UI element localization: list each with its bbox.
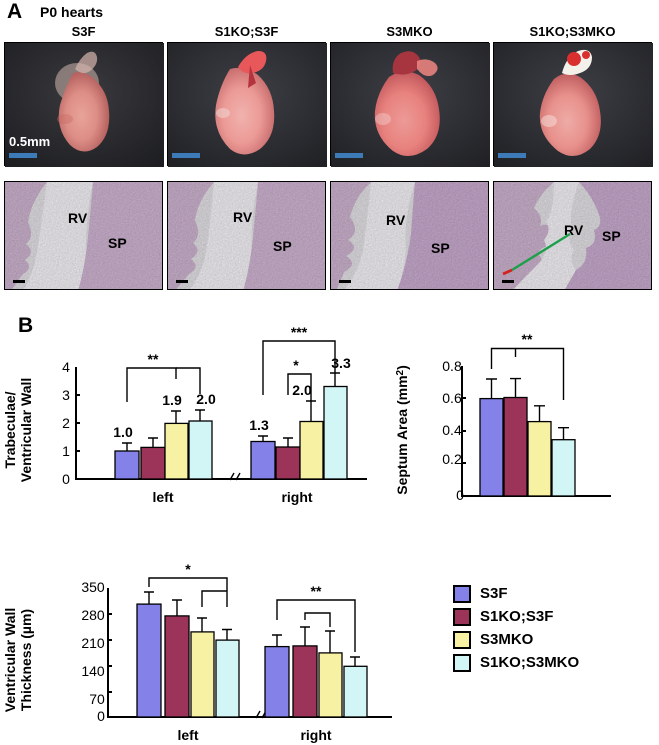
svg-text:Ventricular Wall: Ventricular Wall [2,608,18,713]
svg-text:0.4: 0.4 [442,422,462,438]
svg-text:1.0: 1.0 [113,424,133,440]
svg-text:3: 3 [62,387,70,403]
svg-text:*: * [293,357,299,373]
svg-text:1.3: 1.3 [249,417,269,433]
svg-text:70: 70 [89,691,105,707]
svg-text:4: 4 [62,359,70,375]
svg-text:left: left [178,727,199,743]
svg-text:**: ** [522,331,533,347]
svg-text:210: 210 [81,635,105,651]
svg-text:0.8: 0.8 [442,358,462,374]
svg-text:0: 0 [62,471,70,487]
svg-text:*: * [185,561,191,577]
svg-text:1: 1 [62,443,70,459]
svg-text:3.3: 3.3 [331,355,351,371]
svg-text:***: *** [291,324,308,340]
svg-text:Trabeculae/: Trabeculae/ [2,391,18,468]
svg-text:left: left [153,489,174,505]
svg-text:2.0: 2.0 [292,382,312,398]
svg-text:2: 2 [62,415,70,431]
svg-text:1.9: 1.9 [162,392,182,408]
svg-text:140: 140 [81,663,105,679]
svg-text:**: ** [311,583,322,599]
svg-text:350: 350 [81,579,105,595]
svg-text:Septum Area (mm2): Septum Area (mm2) [394,365,410,495]
svg-text:Thickness (µm): Thickness (µm) [18,609,34,711]
svg-text:2.0: 2.0 [196,391,216,407]
svg-text:**: ** [148,351,159,367]
svg-text:0.6: 0.6 [442,390,462,406]
svg-text:right: right [281,489,312,505]
svg-text:Ventricular Wall: Ventricular Wall [18,378,34,483]
svg-text:280: 280 [81,607,105,623]
svg-text:0.2: 0.2 [442,451,462,467]
svg-text:0: 0 [97,708,105,724]
svg-text:right: right [300,727,331,743]
